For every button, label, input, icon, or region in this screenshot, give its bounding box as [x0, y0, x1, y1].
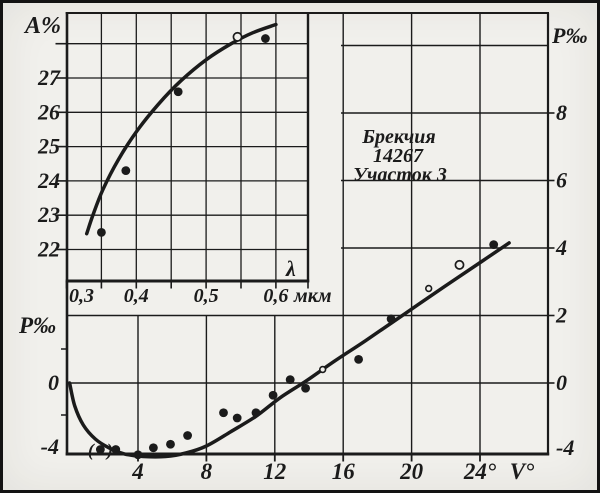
main-data-point — [111, 445, 121, 454]
main-data-point — [133, 450, 143, 460]
main-data-point — [95, 445, 105, 454]
main-right-tick-label: 2 — [555, 303, 567, 328]
main-right-tick-label: 0 — [556, 370, 567, 395]
main-data-point — [318, 365, 327, 374]
main-left-tick-label: -4 — [41, 434, 59, 459]
main-x-axis-title: V° — [510, 459, 535, 484]
main-data-point — [268, 390, 278, 400]
inset-x-axis-title: λ — [285, 256, 296, 281]
inset-x-tick-label: 0,4 — [124, 285, 149, 307]
annotation-line-3: Участок 3 — [353, 164, 447, 186]
main-data-point — [183, 431, 192, 440]
main-data-point — [386, 314, 396, 324]
annotation-line-2: 14267 — [373, 145, 424, 167]
inset-y-tick-label: 26 — [37, 99, 60, 124]
inset-data-point — [232, 31, 243, 42]
main-right-tick-label: 4 — [555, 235, 567, 260]
main-data-point — [454, 259, 465, 270]
main-data-point — [251, 408, 261, 418]
inset-data-point — [261, 34, 270, 43]
main-left-tick-label: 0 — [48, 370, 59, 395]
inset-x-tick-label: 0,3 — [69, 285, 94, 307]
main-data-point — [285, 375, 295, 385]
main-right-axis-title: P‰ — [551, 23, 587, 48]
inset-data-point — [121, 166, 131, 176]
main-data-point — [354, 354, 363, 364]
paren-open-glyph: ( — [88, 440, 96, 461]
main-data-point — [219, 408, 228, 418]
main-x-tick-label: 20 — [399, 459, 424, 484]
main-right-tick-label: 8 — [556, 100, 567, 125]
main-right-tick-label: 6 — [556, 168, 567, 193]
main-x-tick-label: 4 — [131, 459, 144, 484]
main-left-axis-title: P‰ — [18, 313, 56, 338]
inset-y-tick-label: 23 — [37, 202, 60, 227]
inset-y-tick-label: 24 — [37, 168, 60, 193]
inset-y-tick-label: 22 — [37, 237, 60, 262]
annotation-line-1: Брекчия — [361, 126, 435, 148]
main-data-point — [148, 443, 158, 453]
inset-y-tick-label: 27 — [37, 65, 61, 90]
inset-y-axis-title: А% — [23, 13, 61, 39]
inset-fit-curve — [84, 22, 278, 236]
inset-data-point — [97, 227, 106, 237]
paren-close-glyph: ) — [105, 440, 113, 461]
main-right-tick-label: -4 — [556, 435, 574, 460]
main-data-point — [301, 383, 310, 393]
main-x-tick-label: 8 — [201, 459, 213, 484]
main-x-tick-label: 24° — [463, 459, 497, 484]
inset-x-tick-label: 0,6 — [263, 285, 288, 307]
inset-x-tick-label: 0,5 — [194, 285, 219, 307]
main-data-point — [489, 240, 499, 250]
main-data-point — [232, 413, 242, 423]
inset-x-unit-label: мкм — [293, 285, 332, 307]
main-data-point — [425, 284, 433, 293]
inset-y-tick-label: 25 — [37, 134, 60, 159]
main-x-tick-label: 16 — [332, 459, 356, 484]
main-x-tick-label: 12 — [263, 459, 286, 484]
main-fit-curve — [67, 241, 511, 459]
main-data-point — [166, 439, 175, 449]
inset-data-point — [173, 87, 183, 97]
